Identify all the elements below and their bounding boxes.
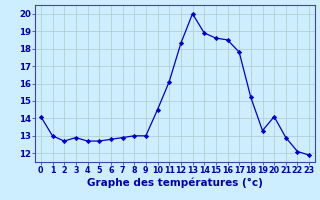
X-axis label: Graphe des températures (°c): Graphe des températures (°c) — [87, 178, 263, 188]
